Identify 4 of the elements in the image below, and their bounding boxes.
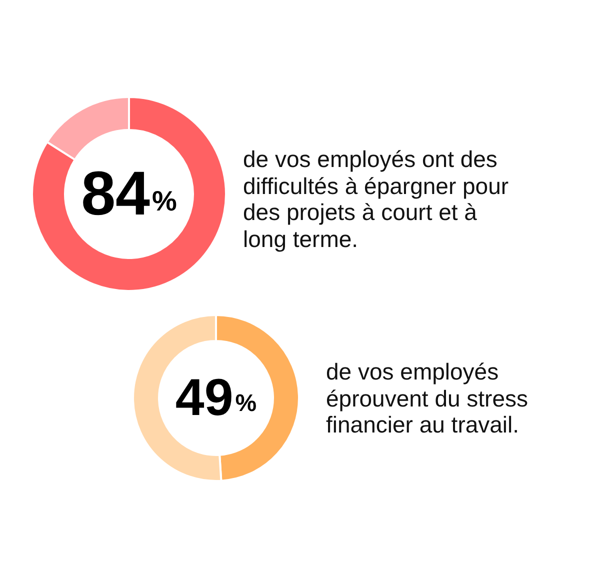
text: de vos employés ont des difficultés à épargner pour des projets à court et à long terme. [243,146,510,252]
text: 84% [81,160,178,228]
text: 49% [175,369,257,427]
text: de vos employés éprouvent du stress financier au travail. [326,358,530,438]
